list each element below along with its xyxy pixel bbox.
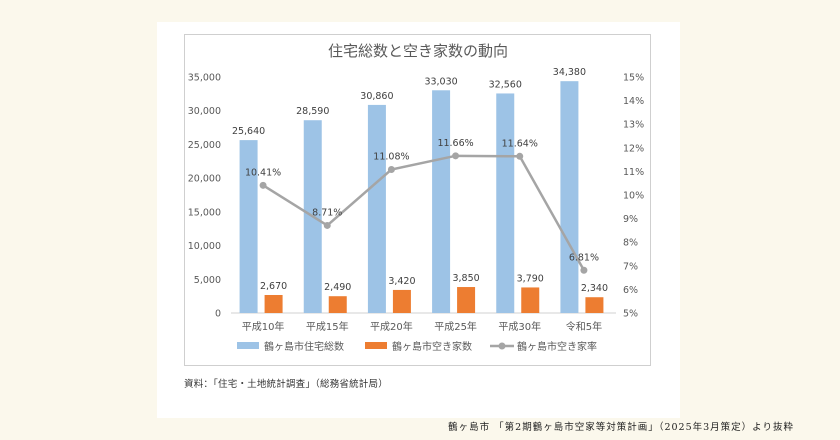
bar-data-label: 34,380	[553, 67, 586, 78]
line-data-label: 11.08%	[373, 152, 409, 163]
bar	[239, 140, 258, 313]
left-tick-label: 10,000	[188, 241, 221, 252]
right-tick-label: 9%	[623, 214, 638, 225]
bar-data-label: 3,790	[517, 273, 544, 284]
bar	[264, 294, 283, 313]
bar	[496, 93, 515, 313]
bar	[585, 297, 604, 313]
right-tick-label: 11%	[623, 167, 644, 178]
line-point	[452, 152, 460, 160]
bar-data-label: 33,030	[424, 76, 457, 87]
bar	[457, 287, 476, 313]
bar	[521, 287, 540, 313]
left-tick-label: 5,000	[194, 275, 221, 286]
bar	[328, 296, 347, 313]
bar-data-label: 3,850	[452, 273, 479, 284]
line-point	[516, 152, 524, 160]
line-data-label: 8.71%	[312, 207, 342, 218]
right-tick-label: 8%	[623, 238, 638, 249]
line-path	[262, 154, 586, 271]
line-data-label: 6.81%	[569, 252, 599, 263]
line-data-label: 10.41%	[245, 167, 281, 178]
left-tick-label: 35,000	[188, 73, 221, 84]
bar	[367, 104, 386, 313]
x-tick-label: 平成15年	[306, 320, 349, 333]
legend: 鶴ヶ島市住宅総数 鶴ヶ島市空き家数 鶴ヶ島市空き家率	[237, 340, 597, 353]
source-note: 資料：「住宅・土地統計調査」（総務省統計局）	[184, 379, 388, 390]
legend-marker	[498, 342, 506, 350]
legend-label: 鶴ヶ島市空き家率	[517, 340, 597, 353]
left-tick-label: 15,000	[188, 207, 221, 218]
legend-swatch	[237, 342, 259, 349]
left-axis: 0 5,000 10,000 15,000 20,000 25,000 30,000 35,0…	[188, 73, 221, 320]
right-tick-label: 15%	[623, 73, 644, 84]
x-tick-label: 平成20年	[370, 320, 413, 333]
bar	[432, 90, 451, 313]
right-tick-label: 13%	[623, 120, 644, 131]
line-data-label: 11.66%	[437, 138, 473, 149]
x-tick-label: 令和5年	[566, 320, 602, 333]
credit-note: 鶴ヶ島市 「第2期鶴ヶ島市空家等対策計画」（2025年3月策定）より抜粋	[448, 422, 794, 433]
right-axis: 5% 6% 7% 8% 9% 10% 11% 12% 13% 14% 15%	[623, 73, 644, 320]
left-tick-label: 20,000	[188, 174, 221, 185]
legend-label: 鶴ヶ島市空き家数	[392, 340, 472, 353]
bar-data-label: 30,860	[360, 91, 393, 102]
left-tick-label: 25,000	[188, 140, 221, 151]
left-tick-label: 0	[215, 309, 221, 320]
x-tick-label: 平成25年	[434, 320, 477, 333]
line-point	[387, 166, 395, 174]
line-data-label: 11.64%	[502, 138, 538, 149]
line-point	[580, 266, 588, 274]
bar-data-label: 28,590	[296, 106, 329, 117]
bar-data-label: 2,490	[324, 282, 351, 293]
chart-title: 住宅総数と空き家数の動向	[328, 42, 508, 60]
bar-data-label: 25,640	[232, 126, 265, 137]
bar	[560, 81, 579, 313]
x-tick-label: 平成30年	[498, 320, 541, 333]
right-tick-label: 14%	[623, 96, 644, 107]
line-series: 10.41% 8.71% 11.08% 11.66% 11.64% 6.81%	[245, 138, 599, 274]
bar	[392, 289, 411, 313]
bar-data-label: 32,560	[489, 79, 522, 90]
bar-data-label: 2,340	[581, 283, 608, 294]
right-tick-label: 6%	[623, 285, 638, 296]
right-tick-label: 5%	[623, 309, 638, 320]
bar-data-label: 3,420	[388, 276, 415, 287]
right-tick-label: 7%	[623, 261, 638, 272]
x-tick-label: 平成10年	[242, 320, 285, 333]
line-point	[323, 221, 331, 229]
left-tick-label: 30,000	[188, 106, 221, 117]
legend-label: 鶴ヶ島市住宅総数	[264, 340, 344, 353]
line-point	[259, 181, 267, 189]
bar-data-label: 2,670	[260, 281, 287, 292]
bar-series: 25,640 28,590 30,860 33,030 32,560 34,380 2,67…	[232, 67, 608, 314]
legend-swatch	[365, 342, 387, 349]
right-tick-label: 12%	[623, 143, 644, 154]
right-tick-label: 10%	[623, 191, 644, 202]
x-axis: 平成10年 平成15年 平成20年 平成25年 平成30年 令和5年	[231, 312, 616, 333]
